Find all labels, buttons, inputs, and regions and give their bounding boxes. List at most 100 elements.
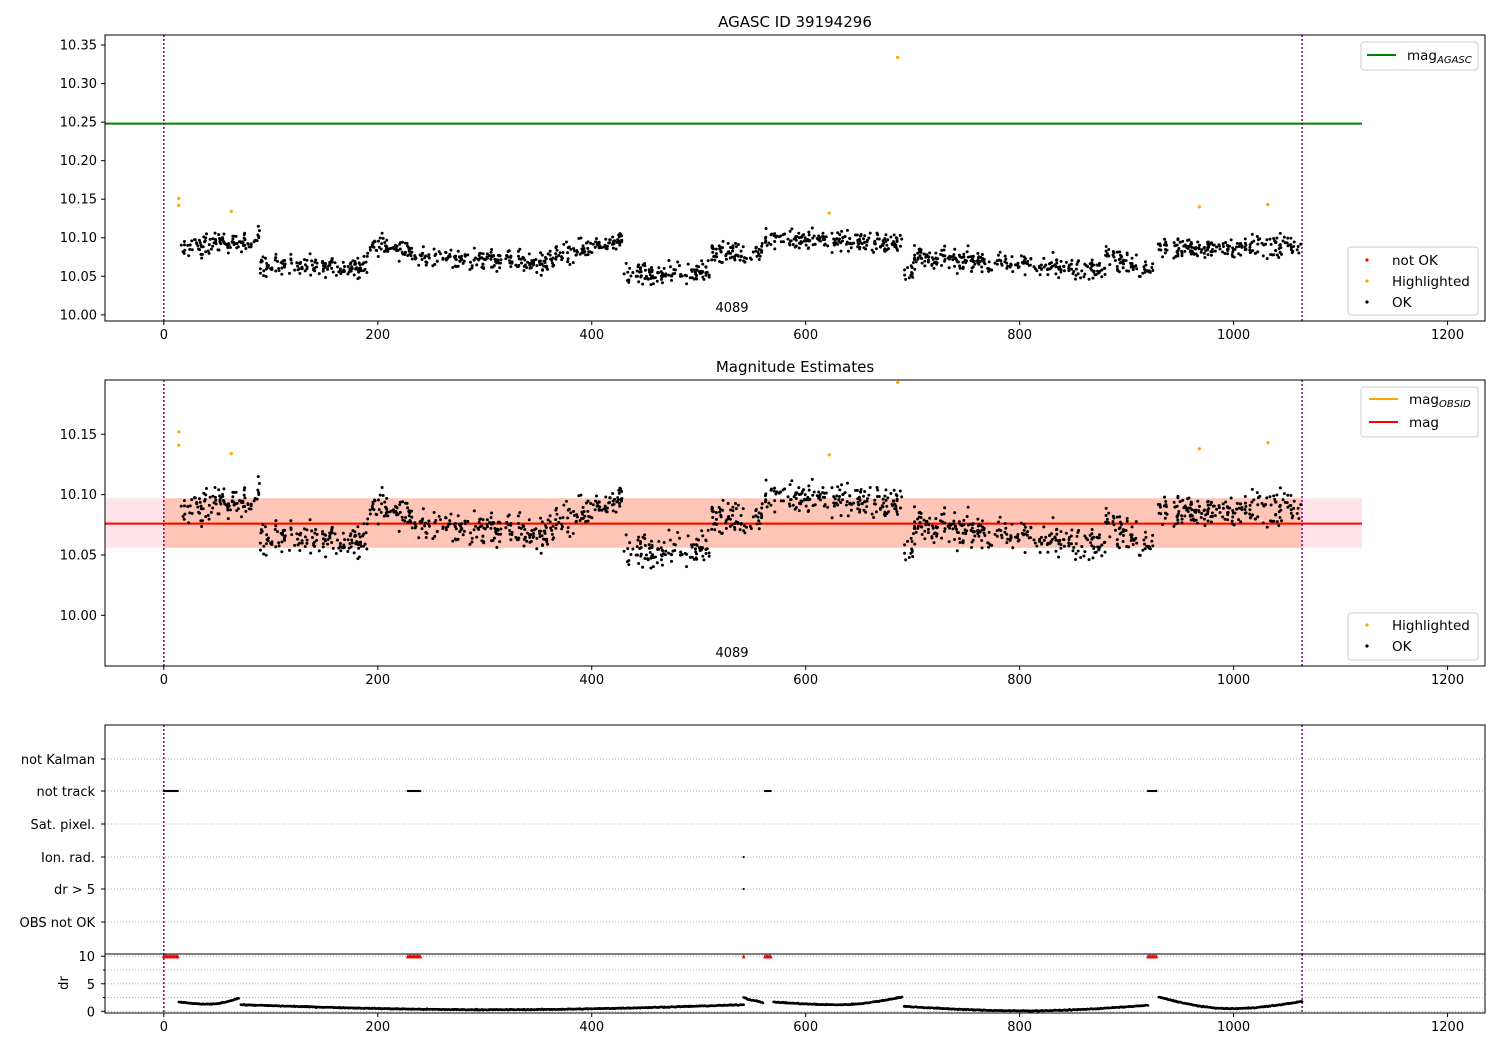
ok-point bbox=[195, 502, 199, 506]
ok-point bbox=[646, 557, 650, 561]
ok-point bbox=[190, 239, 194, 243]
ok-point bbox=[694, 543, 698, 547]
ok-point bbox=[1248, 508, 1252, 512]
ok-point bbox=[1218, 247, 1222, 251]
ok-point bbox=[987, 541, 991, 545]
ok-point bbox=[548, 514, 552, 518]
ok-point bbox=[274, 256, 278, 260]
ok-point bbox=[1265, 238, 1269, 242]
ok-point bbox=[956, 531, 960, 535]
ok-point bbox=[543, 261, 547, 265]
ok-point bbox=[841, 498, 845, 502]
ok-point bbox=[719, 245, 723, 249]
ok-point bbox=[510, 260, 514, 264]
dr-point bbox=[761, 1001, 765, 1005]
legend-label: OK bbox=[1392, 295, 1413, 311]
dr-capped-marker bbox=[175, 954, 180, 959]
ok-point bbox=[1197, 246, 1201, 250]
ok-point bbox=[791, 503, 795, 507]
ok-point bbox=[310, 263, 314, 267]
ok-point bbox=[408, 511, 412, 515]
ok-point bbox=[721, 498, 725, 502]
ok-point bbox=[361, 534, 365, 538]
ok-point bbox=[760, 502, 764, 506]
ok-point bbox=[657, 540, 661, 544]
ok-point bbox=[666, 551, 670, 555]
ok-point bbox=[1122, 528, 1126, 532]
ok-point bbox=[1163, 237, 1167, 241]
ok-point bbox=[685, 565, 689, 569]
ok-point bbox=[1005, 532, 1009, 536]
ok-point bbox=[1115, 250, 1119, 254]
ok-point bbox=[474, 524, 478, 528]
ok-point bbox=[1278, 243, 1282, 247]
ok-point bbox=[611, 235, 615, 239]
ok-point bbox=[204, 515, 208, 519]
ok-point bbox=[692, 543, 696, 547]
highlighted-point bbox=[827, 453, 831, 457]
ok-point bbox=[962, 518, 966, 522]
ok-point bbox=[1228, 506, 1232, 510]
ok-point bbox=[734, 507, 738, 511]
ok-point bbox=[704, 538, 708, 542]
ok-point bbox=[1189, 241, 1193, 245]
ok-point bbox=[540, 262, 544, 266]
ok-point bbox=[923, 537, 927, 541]
ok-point bbox=[624, 261, 628, 265]
ok-point bbox=[195, 242, 199, 246]
ok-point bbox=[214, 498, 218, 502]
ok-point bbox=[859, 234, 863, 238]
ok-point bbox=[773, 240, 777, 244]
ok-point bbox=[909, 551, 913, 555]
flag-point bbox=[1155, 789, 1158, 793]
ok-point bbox=[943, 506, 947, 510]
ok-point bbox=[635, 269, 639, 273]
ok-point bbox=[482, 541, 486, 545]
ok-point bbox=[504, 526, 508, 530]
ok-point bbox=[371, 500, 375, 504]
ok-point bbox=[188, 243, 192, 247]
ok-point bbox=[733, 254, 737, 258]
ok-point bbox=[1125, 519, 1129, 523]
ok-point bbox=[413, 255, 417, 259]
ok-point bbox=[1090, 537, 1094, 541]
ok-point bbox=[846, 514, 850, 518]
ok-point bbox=[760, 244, 764, 248]
flag-point bbox=[769, 789, 772, 793]
ok-point bbox=[303, 535, 307, 539]
ok-point bbox=[546, 518, 550, 522]
y-axis-label: dr bbox=[57, 976, 72, 990]
ok-point bbox=[1115, 542, 1119, 546]
ok-point bbox=[622, 549, 626, 553]
ok-point bbox=[838, 233, 842, 237]
ok-point bbox=[970, 526, 974, 530]
ok-point bbox=[1039, 535, 1043, 539]
ok-point bbox=[1161, 523, 1165, 527]
ok-point bbox=[745, 525, 749, 529]
ok-point bbox=[378, 493, 382, 497]
ok-point bbox=[738, 528, 742, 532]
ok-point bbox=[743, 260, 747, 264]
legend-marker bbox=[1365, 279, 1369, 283]
ok-point bbox=[581, 516, 585, 520]
ok-point bbox=[848, 236, 852, 240]
ok-point bbox=[521, 255, 525, 259]
ok-point bbox=[1000, 533, 1004, 537]
ok-point bbox=[627, 559, 631, 563]
ok-point bbox=[1288, 243, 1292, 247]
ok-point bbox=[855, 233, 859, 237]
ok-point bbox=[474, 256, 478, 260]
flag-label: Sat. pixel. bbox=[31, 818, 95, 833]
ok-point bbox=[940, 536, 944, 540]
ok-point bbox=[432, 510, 436, 514]
ok-point bbox=[353, 533, 357, 537]
ok-point bbox=[438, 252, 442, 256]
ok-point bbox=[589, 501, 593, 505]
ok-point bbox=[1183, 506, 1187, 510]
highlighted-point bbox=[177, 203, 181, 207]
ok-point bbox=[698, 549, 702, 553]
ok-point bbox=[743, 531, 747, 535]
ok-point bbox=[637, 263, 641, 267]
x-tick-label: 400 bbox=[579, 328, 604, 343]
ok-point bbox=[821, 486, 825, 490]
